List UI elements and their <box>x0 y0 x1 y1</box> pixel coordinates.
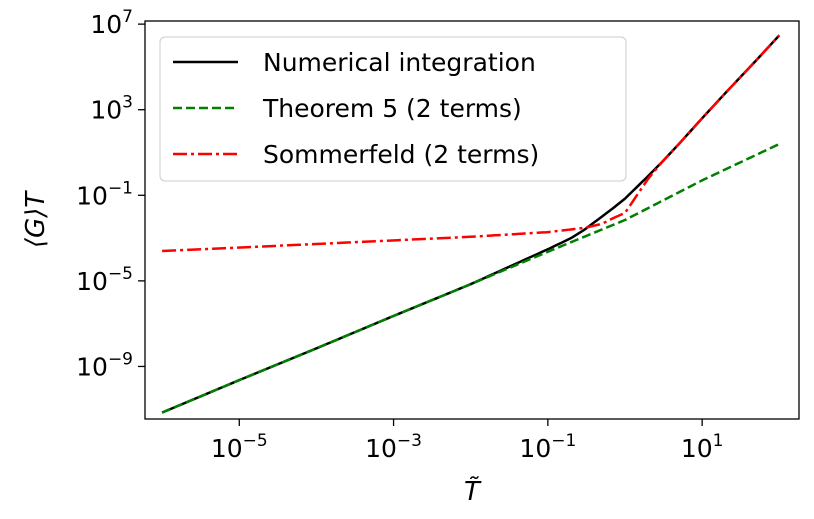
legend-label-sommerfeld: Sommerfeld (2 terms) <box>263 140 539 169</box>
y-tick-label: 107 <box>90 7 133 39</box>
legend-frame <box>159 36 627 182</box>
y-tick-label: 10−1 <box>76 178 133 210</box>
x-axis-label: T̃ <box>464 475 482 507</box>
series-line-1 <box>161 142 780 414</box>
series-line-2 <box>162 34 781 253</box>
y-tick-label: 10−9 <box>76 349 133 381</box>
x-tick-label: 10−1 <box>519 431 576 463</box>
y-tick-label: 10−5 <box>76 264 133 296</box>
series-layer <box>161 34 781 414</box>
y-tick-label: 103 <box>90 93 133 125</box>
legend: Numerical integration Theorem 5 (2 terms… <box>159 36 627 182</box>
plot-frame <box>144 20 800 420</box>
legend-label-theorem: Theorem 5 (2 terms) <box>262 94 522 123</box>
legend-label-numerical: Numerical integration <box>263 48 536 77</box>
x-tick-label: 10−5 <box>211 431 268 463</box>
x-tick-label: 10−3 <box>365 431 422 463</box>
x-axis: 10−5 10−3 10−1 101 <box>211 419 724 463</box>
y-axis-label: ⟨G⟩T <box>21 190 51 248</box>
y-axis: 10−9 10−5 10−1 103 107 <box>76 7 145 381</box>
x-tick-label: 101 <box>681 431 724 463</box>
